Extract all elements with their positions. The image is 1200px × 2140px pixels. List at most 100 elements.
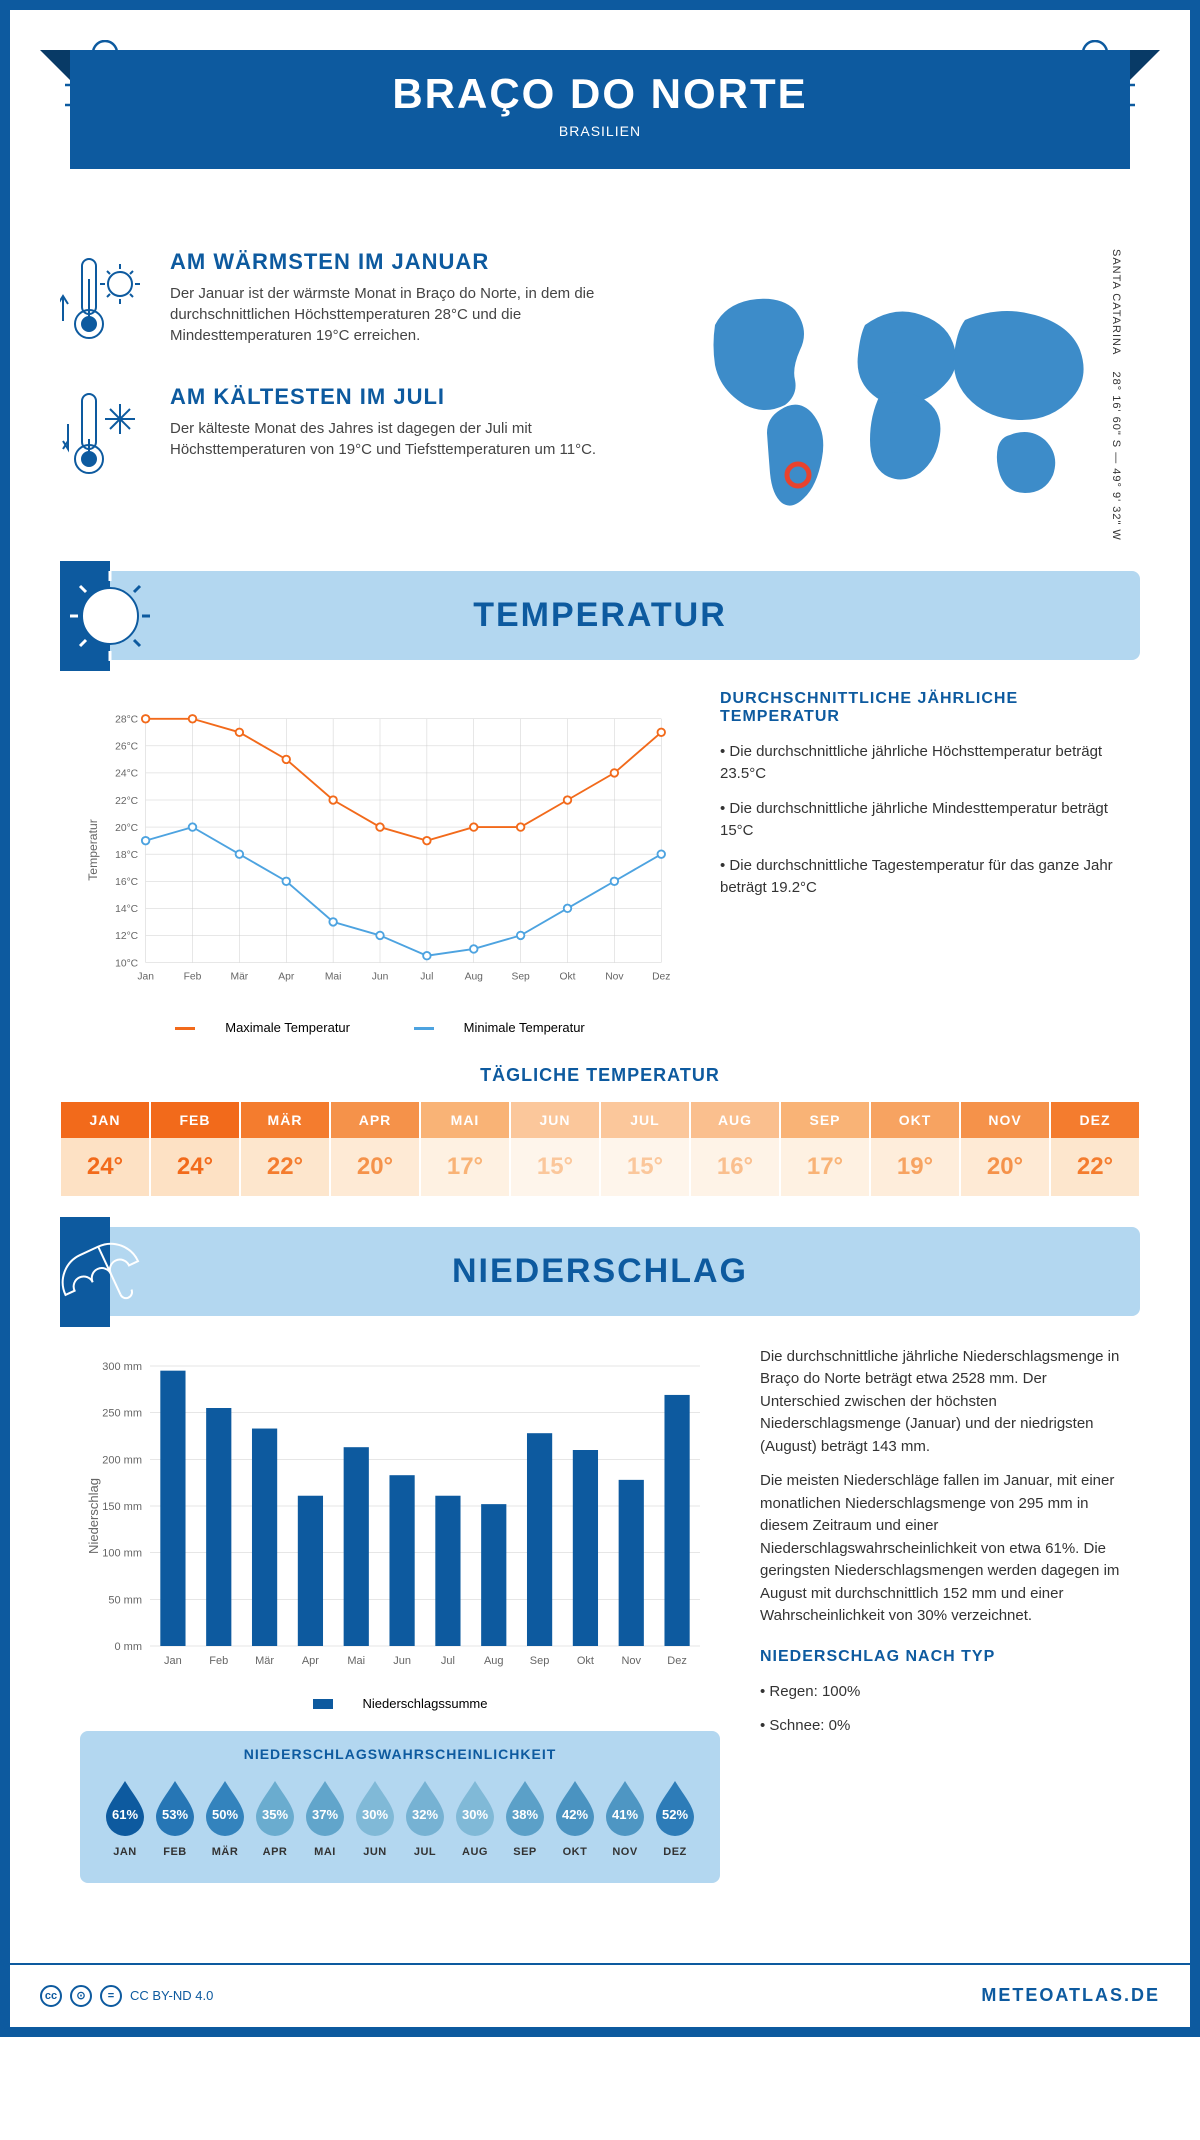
temp-col-okt: OKT 19° xyxy=(870,1101,960,1197)
svg-text:26°C: 26°C xyxy=(115,741,139,752)
svg-text:Niederschlag: Niederschlag xyxy=(86,1478,101,1554)
drop-feb: 53% FEB xyxy=(150,1777,200,1858)
svg-text:50%: 50% xyxy=(212,1807,238,1822)
svg-text:Apr: Apr xyxy=(278,971,295,982)
drop-sep: 38% SEP xyxy=(500,1777,550,1858)
svg-text:12°C: 12°C xyxy=(115,931,139,942)
line-chart-legend: Maximale Temperatur Minimale Temperatur xyxy=(80,1020,680,1035)
svg-text:52%: 52% xyxy=(662,1807,688,1822)
svg-text:Jul: Jul xyxy=(420,971,433,982)
precipitation-bar-chart: 0 mm50 mm100 mm150 mm200 mm250 mm300 mmJ… xyxy=(80,1346,720,1686)
svg-text:18°C: 18°C xyxy=(115,850,139,861)
cc-icon: cc xyxy=(40,1985,62,2007)
svg-text:38%: 38% xyxy=(512,1807,538,1822)
header-banner: BRAÇO DO NORTE BRASILIEN xyxy=(70,50,1130,169)
temp-col-feb: FEB 24° xyxy=(150,1101,240,1197)
svg-text:Sep: Sep xyxy=(530,1655,550,1667)
snow-line: • Schnee: 0% xyxy=(760,1715,1120,1738)
drop-aug: 30% AUG xyxy=(450,1777,500,1858)
temp-col-jun: JUN 15° xyxy=(510,1101,600,1197)
temperature-line-chart: 10°C12°C14°C16°C18°C20°C22°C24°C26°C28°C… xyxy=(80,690,680,1010)
svg-text:Nov: Nov xyxy=(621,1655,641,1667)
svg-text:Mai: Mai xyxy=(325,971,342,982)
svg-text:Okt: Okt xyxy=(559,971,575,982)
drop-okt: 42% OKT xyxy=(550,1777,600,1858)
umbrella-icon xyxy=(60,1217,160,1327)
svg-text:30%: 30% xyxy=(362,1807,388,1822)
svg-text:61%: 61% xyxy=(112,1807,138,1822)
world-map xyxy=(680,280,1100,510)
svg-text:Mär: Mär xyxy=(255,1655,274,1667)
license: cc ⊙ = CC BY-ND 4.0 xyxy=(40,1985,213,2007)
svg-text:200 mm: 200 mm xyxy=(102,1454,142,1466)
svg-text:Sep: Sep xyxy=(511,971,530,982)
temp-col-apr: APR 20° xyxy=(330,1101,420,1197)
svg-text:100 mm: 100 mm xyxy=(102,1547,142,1559)
precip-para-2: Die meisten Niederschläge fallen im Janu… xyxy=(760,1470,1120,1628)
temp-col-mär: MÄR 22° xyxy=(240,1101,330,1197)
svg-text:30%: 30% xyxy=(462,1807,488,1822)
svg-text:35%: 35% xyxy=(262,1807,288,1822)
svg-text:22°C: 22°C xyxy=(115,796,139,807)
precipitation-title: NIEDERSCHLAG xyxy=(85,1252,1115,1291)
svg-text:10°C: 10°C xyxy=(115,958,139,969)
svg-text:Jan: Jan xyxy=(137,971,154,982)
bullet-3: • Die durchschnittliche Tagestemperatur … xyxy=(720,855,1120,900)
svg-text:Jan: Jan xyxy=(164,1655,182,1667)
svg-text:Dez: Dez xyxy=(667,1655,687,1667)
precipitation-section-header: NIEDERSCHLAG xyxy=(60,1227,1140,1316)
coldest-title: AM KÄLTESTEN IM JULI xyxy=(170,384,650,410)
precip-para-1: Die durchschnittliche jährliche Niedersc… xyxy=(760,1346,1120,1459)
city-title: BRAÇO DO NORTE xyxy=(130,70,1070,118)
drop-jul: 32% JUL xyxy=(400,1777,450,1858)
precipitation-probability-panel: NIEDERSCHLAGSWAHRSCHEINLICHKEIT 61% JAN … xyxy=(80,1731,720,1883)
svg-text:150 mm: 150 mm xyxy=(102,1501,142,1513)
drop-jan: 61% JAN xyxy=(100,1777,150,1858)
svg-text:53%: 53% xyxy=(162,1807,188,1822)
warmest-text: Der Januar ist der wärmste Monat in Braç… xyxy=(170,283,650,346)
drop-dez: 52% DEZ xyxy=(650,1777,700,1858)
daily-temp-title: TÄGLICHE TEMPERATUR xyxy=(60,1065,1140,1086)
svg-text:20°C: 20°C xyxy=(115,823,139,834)
svg-text:Dez: Dez xyxy=(652,971,670,982)
temp-col-nov: NOV 20° xyxy=(960,1101,1050,1197)
svg-text:Mai: Mai xyxy=(347,1655,365,1667)
drop-mär: 50% MÄR xyxy=(200,1777,250,1858)
temp-col-jan: JAN 24° xyxy=(60,1101,150,1197)
svg-text:Jul: Jul xyxy=(441,1655,455,1667)
temp-col-mai: MAI 17° xyxy=(420,1101,510,1197)
drop-jun: 30% JUN xyxy=(350,1777,400,1858)
svg-text:Apr: Apr xyxy=(302,1655,319,1667)
bullet-2: • Die durchschnittliche jährliche Mindes… xyxy=(720,798,1120,843)
svg-text:Feb: Feb xyxy=(209,1655,228,1667)
coordinates: SANTA CATARINA 28° 16' 60" S — 49° 9' 32… xyxy=(1110,249,1122,541)
svg-text:24°C: 24°C xyxy=(115,768,139,779)
svg-text:Okt: Okt xyxy=(577,1655,594,1667)
svg-text:Aug: Aug xyxy=(484,1655,504,1667)
svg-text:28°C: 28°C xyxy=(115,714,139,725)
svg-text:250 mm: 250 mm xyxy=(102,1407,142,1419)
temperature-section-header: TEMPERATUR xyxy=(60,571,1140,660)
temp-col-jul: JUL 15° xyxy=(600,1101,690,1197)
temp-col-aug: AUG 16° xyxy=(690,1101,780,1197)
svg-text:0 mm: 0 mm xyxy=(115,1641,143,1653)
drop-mai: 37% MAI xyxy=(300,1777,350,1858)
svg-text:41%: 41% xyxy=(612,1807,638,1822)
bar-chart-legend: Niederschlagssumme xyxy=(80,1696,720,1711)
prob-title: NIEDERSCHLAGSWAHRSCHEINLICHKEIT xyxy=(100,1746,700,1762)
footer: cc ⊙ = CC BY-ND 4.0 METEOATLAS.DE xyxy=(10,1963,1190,2027)
coldest-text: Der kälteste Monat des Jahres ist dagege… xyxy=(170,418,650,460)
sun-icon xyxy=(60,561,160,671)
rain-line: • Regen: 100% xyxy=(760,1681,1120,1704)
drop-nov: 41% NOV xyxy=(600,1777,650,1858)
country-subtitle: BRASILIEN xyxy=(130,123,1070,139)
svg-text:42%: 42% xyxy=(562,1807,588,1822)
thermometer-hot-icon xyxy=(60,249,150,354)
svg-text:Jun: Jun xyxy=(372,971,389,982)
temp-col-dez: DEZ 22° xyxy=(1050,1101,1140,1197)
svg-text:Feb: Feb xyxy=(184,971,202,982)
by-icon: ⊙ xyxy=(70,1985,92,2007)
drop-apr: 35% APR xyxy=(250,1777,300,1858)
svg-text:Temperatur: Temperatur xyxy=(86,819,100,881)
thermometer-cold-icon xyxy=(60,384,150,489)
